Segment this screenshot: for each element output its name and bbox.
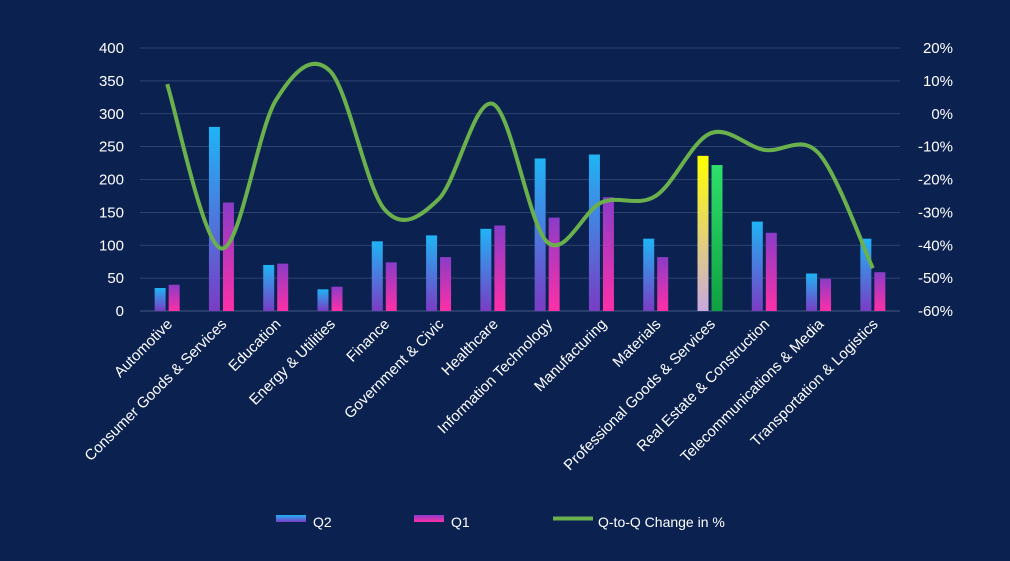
legend-label-q2: Q2 <box>313 514 332 530</box>
bar-q2 <box>860 238 872 311</box>
bar-q2 <box>208 126 220 312</box>
left-tick-label: 150 <box>99 204 124 221</box>
bar-q2 <box>154 287 166 311</box>
legend-label-change: Q-to-Q Change in % <box>598 514 725 530</box>
bar-q2 <box>588 154 600 311</box>
legend-label-q1: Q1 <box>451 514 470 530</box>
left-tick-label: 200 <box>99 172 124 189</box>
bar-q1 <box>820 278 832 311</box>
left-tick-label: 250 <box>99 139 124 156</box>
category-label: Government & Civic <box>341 315 448 422</box>
bar-q1 <box>277 263 289 311</box>
bar-q2 <box>263 264 275 311</box>
left-tick-label: 300 <box>99 106 124 123</box>
bar-q1 <box>874 272 886 311</box>
change-line-path <box>165 61 875 270</box>
bar-q1 <box>385 262 397 311</box>
right-axis-ticks: -60% -50% -40% -30% -20% -10% 0% 10% 20% <box>918 40 953 320</box>
bar-q1 <box>711 165 723 311</box>
change-line <box>165 61 875 270</box>
right-tick-label: -60% <box>918 303 953 320</box>
right-tick-label: -30% <box>918 204 953 221</box>
legend-swatch-q1 <box>414 515 444 522</box>
right-tick-label: 0% <box>931 106 953 123</box>
bar-q1 <box>440 257 452 311</box>
bar-q1 <box>548 217 560 311</box>
bar-q2 <box>643 238 655 311</box>
right-tick-label: 10% <box>923 73 953 90</box>
bar-q1 <box>602 197 614 311</box>
left-tick-label: 350 <box>99 73 124 90</box>
right-tick-label: -40% <box>918 237 953 254</box>
bar-q2 <box>751 221 763 311</box>
bar-q2 <box>371 241 383 311</box>
bar-q2 <box>480 228 492 311</box>
category-label: Finance <box>343 316 393 366</box>
left-tick-label: 0 <box>116 303 124 320</box>
left-tick-label: 400 <box>99 40 124 57</box>
right-tick-label: -20% <box>918 172 953 189</box>
bar-q2 <box>317 289 329 311</box>
bar-q1 <box>168 284 180 311</box>
left-tick-label: 50 <box>107 270 124 287</box>
left-axis-ticks: 0 50 100 150 200 250 300 350 400 <box>99 40 124 320</box>
bar-q1 <box>765 232 777 311</box>
bar-q1 <box>657 257 669 311</box>
right-tick-label: -10% <box>918 139 953 156</box>
legend-swatch-q2 <box>276 515 306 522</box>
left-tick-label: 100 <box>99 237 124 254</box>
grid-lines <box>140 47 900 312</box>
legend: Q2 Q1 Q-to-Q Change in % <box>276 514 725 530</box>
bar-q1 <box>494 225 506 311</box>
right-tick-label: -50% <box>918 270 953 287</box>
category-label: Materials <box>609 316 664 371</box>
bars <box>154 126 886 312</box>
right-tick-label: 20% <box>923 40 953 57</box>
bar-q2 <box>806 273 818 311</box>
bar-q1 <box>331 286 343 311</box>
bar-q2 <box>426 235 438 311</box>
bar-q1 <box>222 202 234 311</box>
bar-q2 <box>697 155 709 311</box>
